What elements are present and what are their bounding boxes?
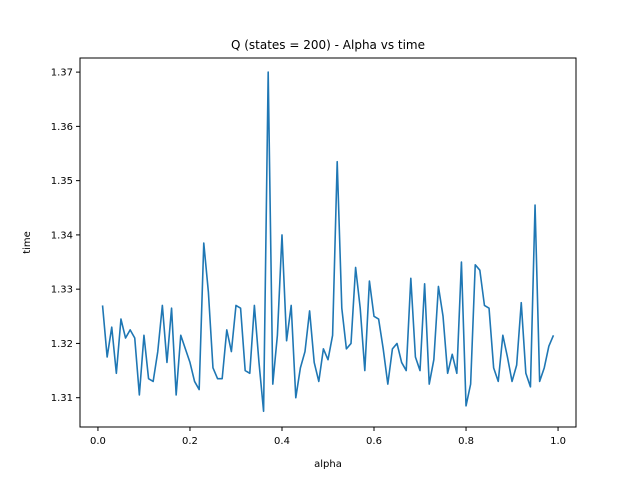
x-tick-label: 0.4	[274, 436, 290, 447]
y-tick-label: 1.36	[51, 122, 73, 133]
chart-title: Q (states = 200) - Alpha vs time	[231, 38, 425, 52]
x-tick-label: 0.2	[182, 436, 198, 447]
y-axis-title: time	[22, 231, 33, 254]
x-tick-label: 0.0	[90, 436, 106, 447]
y-tick-label: 1.32	[51, 339, 73, 350]
axes-frame	[79, 57, 577, 428]
y-tick-label: 1.33	[51, 285, 73, 296]
plot-area	[101, 71, 555, 413]
series-line-1	[101, 71, 555, 413]
x-tick-label: 0.8	[458, 436, 474, 447]
x-tick-label: 0.6	[366, 436, 382, 447]
y-tick-label: 1.34	[51, 230, 73, 241]
x-axis-title: alpha	[314, 459, 342, 470]
x-axis: 0.0 0.2 0.4 0.6 0.8 1.0	[90, 427, 566, 447]
x-tick-label: 1.0	[550, 436, 566, 447]
y-axis: 1.31 1.32 1.33 1.34 1.35 1.36 1.37	[51, 68, 80, 404]
y-tick-label: 1.31	[51, 393, 73, 404]
y-tick-label: 1.37	[51, 68, 73, 79]
y-tick-label: 1.35	[51, 176, 73, 187]
